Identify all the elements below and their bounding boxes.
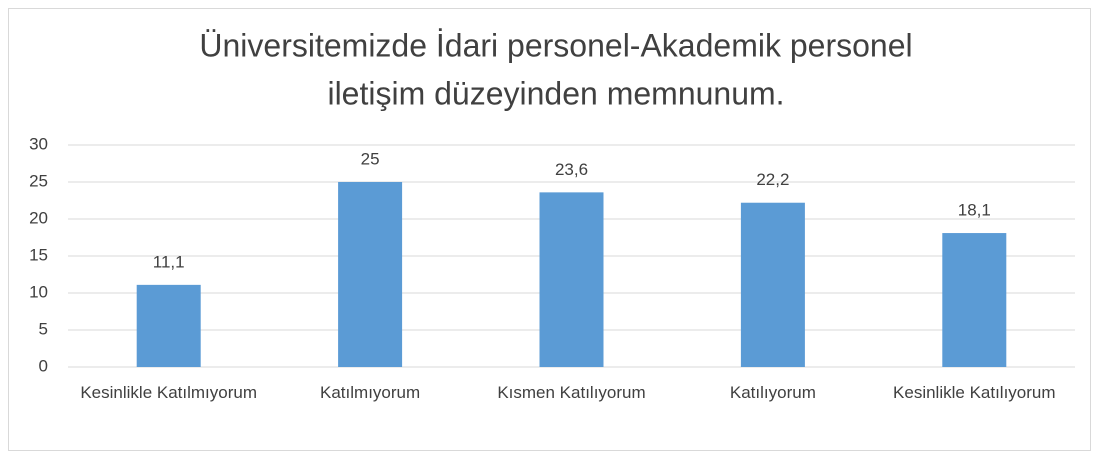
data-label: 22,2	[756, 170, 789, 189]
y-tick-label: 25	[29, 171, 48, 190]
bar	[338, 182, 403, 367]
x-tick-label: Katılmıyorum	[320, 383, 421, 402]
data-label: 25	[361, 149, 380, 168]
x-tick-label: Katılıyorum	[729, 383, 816, 402]
bar	[942, 233, 1007, 367]
bar	[539, 192, 604, 367]
data-label: 18,1	[958, 201, 991, 220]
x-tick-label: Kısmen Katılıyorum	[497, 383, 646, 402]
data-label: 23,6	[555, 160, 588, 179]
y-tick-label: 10	[29, 282, 48, 301]
y-tick-label: 20	[29, 208, 48, 227]
x-tick-label: Kesinlikle Katılıyorum	[893, 383, 1056, 402]
bar	[136, 284, 201, 367]
y-tick-label: 15	[29, 245, 48, 264]
y-tick-label: 0	[39, 356, 48, 375]
y-tick-label: 30	[29, 134, 48, 153]
chart-title: Üniversitemizde İdari personel-Akademik …	[199, 27, 912, 63]
x-tick-label: Kesinlikle Katılmıyorum	[80, 383, 258, 402]
y-tick-label: 5	[39, 319, 48, 338]
data-label: 11,1	[153, 252, 185, 271]
bar	[740, 202, 805, 367]
chart-title: iletişim düzeyinden memnunum.	[327, 75, 784, 111]
